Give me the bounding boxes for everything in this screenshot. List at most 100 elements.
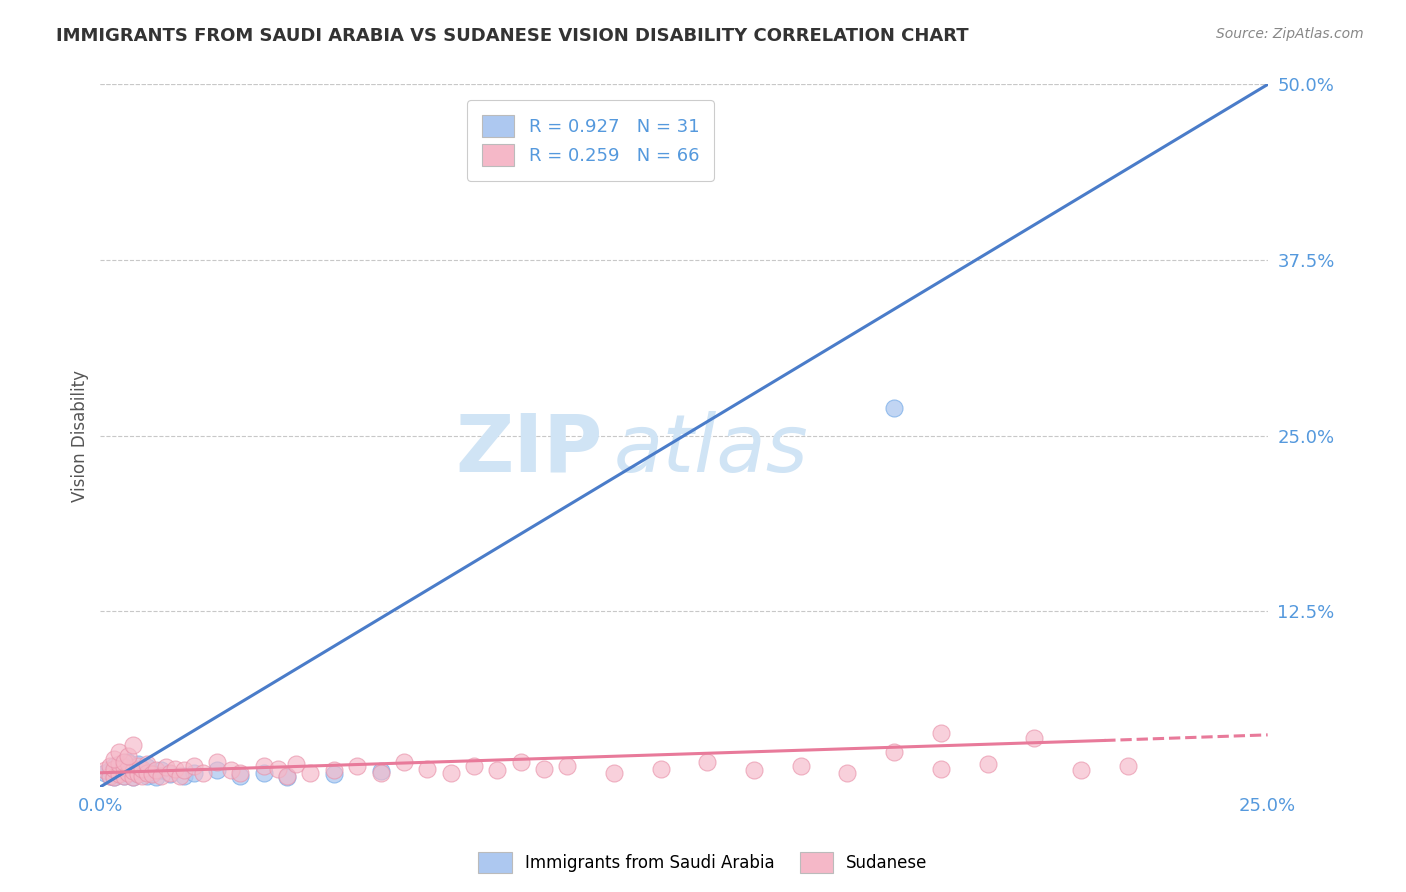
Point [127,767,149,781]
Point [117,756,139,770]
Point [108,757,131,772]
Point [253,758,276,772]
Point [136,765,159,780]
Point [145,770,167,784]
Legend: R = 0.927   N = 31, R = 0.259   N = 66: R = 0.927 N = 31, R = 0.259 N = 66 [467,101,714,181]
Point [165,762,187,776]
Point [159,765,181,780]
Point [346,758,368,772]
Point [439,765,461,780]
Legend: Immigrants from Saudi Arabia, Sudanese: Immigrants from Saudi Arabia, Sudanese [471,846,935,880]
Point [108,762,131,776]
Point [533,762,555,776]
Point [299,765,322,780]
Point [370,764,392,779]
Point [219,763,242,777]
Point [141,767,163,781]
Point [929,726,952,740]
Point [103,758,125,772]
Point [929,762,952,776]
Point [883,745,905,759]
Text: ZIP: ZIP [456,410,602,489]
Point [285,757,308,772]
Point [108,767,131,781]
Point [136,757,159,772]
Point [112,769,135,783]
Point [98,763,121,777]
Point [159,767,181,781]
Point [253,765,276,780]
Point [103,752,125,766]
Point [229,765,252,780]
Point [150,763,173,777]
Point [173,763,195,777]
Point [976,757,998,772]
Point [883,401,905,415]
Point [103,770,125,784]
Point [94,763,117,777]
Point [141,765,163,780]
Point [117,755,139,769]
Point [322,767,344,781]
Point [790,758,813,772]
Point [463,758,485,772]
Point [127,757,149,772]
Point [145,763,167,777]
Point [370,765,392,780]
Point [122,770,145,784]
Point [131,769,153,783]
Point [837,765,859,780]
Point [229,769,252,783]
Point [650,762,672,776]
Point [696,755,718,769]
Point [117,765,139,780]
Point [98,758,121,772]
Point [276,769,298,783]
Text: IMMIGRANTS FROM SAUDI ARABIA VS SUDANESE VISION DISABILITY CORRELATION CHART: IMMIGRANTS FROM SAUDI ARABIA VS SUDANESE… [56,27,969,45]
Point [150,769,173,783]
Point [98,769,121,783]
Point [136,760,159,774]
Point [117,748,139,763]
Point [742,763,765,777]
Point [416,762,439,776]
Point [131,762,153,776]
Point [103,762,125,776]
Point [205,755,228,769]
Point [603,765,626,780]
Point [103,770,125,784]
Point [122,763,145,777]
Point [155,760,177,774]
Point [267,762,290,776]
Point [117,765,139,780]
Point [108,745,131,759]
Point [191,765,214,780]
Point [112,760,135,774]
Point [183,765,205,780]
Text: Source: ZipAtlas.com: Source: ZipAtlas.com [1216,27,1364,41]
Point [98,769,121,783]
Text: atlas: atlas [614,410,808,489]
Point [276,770,298,784]
Point [131,764,153,779]
Point [1116,758,1139,772]
Point [127,758,149,772]
Point [555,758,578,772]
Point [1024,731,1046,745]
Point [122,764,145,779]
Point [322,763,344,777]
Point [112,769,135,783]
Point [392,755,415,769]
Y-axis label: Vision Disability: Vision Disability [72,369,89,501]
Point [127,767,149,781]
Point [94,765,117,780]
Point [108,767,131,781]
Point [1070,763,1092,777]
Point [112,758,135,772]
Point [173,769,195,783]
Point [112,755,135,769]
Point [122,738,145,752]
Point [509,755,531,769]
Point [169,769,191,783]
Point [136,769,159,783]
